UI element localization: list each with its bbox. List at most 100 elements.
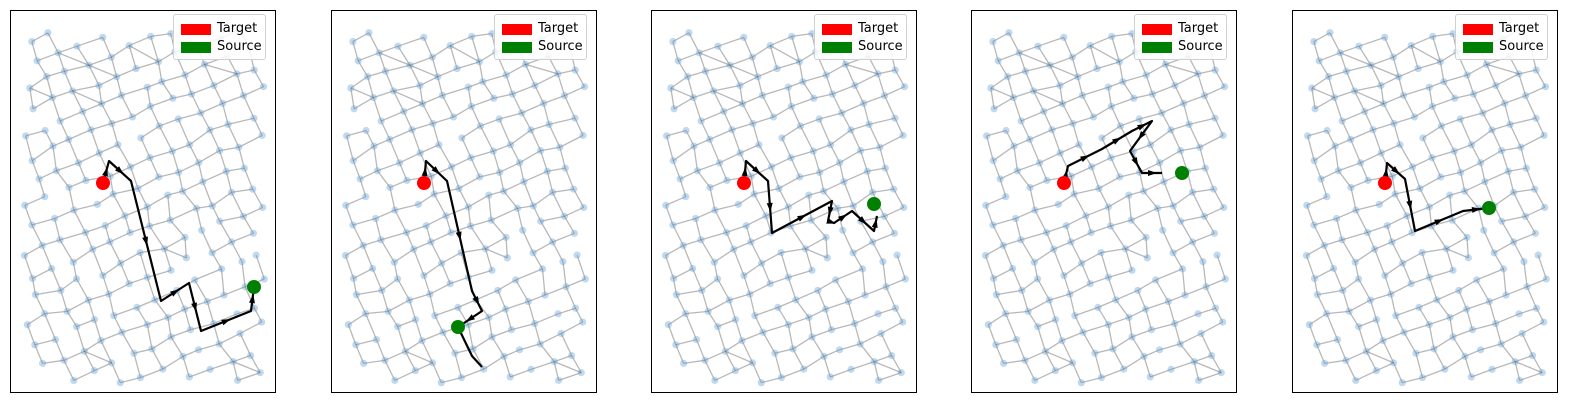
graph-node [258,131,266,139]
street-edge [409,64,438,78]
graph-node [372,214,380,223]
graph-node [430,190,438,198]
graph-node [1441,365,1449,373]
street-edge [825,237,828,258]
graph-node [408,126,416,134]
graph-node [428,53,436,61]
street-edge [505,308,513,330]
street-edge [774,348,794,354]
street-edge [242,216,254,234]
graph-node [545,120,553,128]
graph-node [531,81,539,90]
street-edge [239,333,252,356]
source-swatch [1142,41,1172,53]
graph-node [186,326,195,334]
graph-node [1127,216,1135,224]
street-edge [158,51,176,63]
graph-node [800,365,808,373]
street-edge [725,340,743,352]
street-edge [146,87,152,107]
graph-node [570,229,579,237]
graph-node [1367,61,1375,69]
street-edge [714,209,728,233]
graph-node [500,352,508,360]
legend-label-target: Target [1499,21,1540,36]
street-edge [701,278,718,291]
graph-node [721,347,729,355]
street-edge [72,248,94,263]
street-edge [1421,252,1430,278]
street-edge [1150,368,1172,378]
graph-node [349,274,358,283]
graph-node [1330,93,1339,102]
graph-node [1066,290,1074,298]
street-edge [683,239,702,247]
street-edge [1313,160,1322,180]
street-edge [182,349,199,357]
street-edge [778,188,789,208]
path-arrow [1112,137,1122,145]
street-edge [761,251,782,264]
street-edge [460,248,486,254]
street-edge [510,368,532,378]
graph-node [1188,188,1197,196]
graph-node [85,61,93,69]
graph-node [39,359,47,367]
street-edge [1472,322,1496,331]
street-edge [844,64,856,86]
street-edge [1073,193,1087,217]
graph-node [429,359,437,367]
street-edge [363,359,386,364]
street-edge [1348,311,1360,327]
street-edge [1439,61,1445,82]
graph-node [1210,229,1219,237]
street-edge [511,93,523,114]
graph-node [828,90,837,98]
street-edge [808,190,824,196]
street-edge [877,73,886,96]
graph-node [1414,64,1422,73]
street-edge [365,310,389,315]
graph-node [98,100,106,108]
graph-node [1317,175,1325,183]
street-edge [553,361,560,381]
street-edge [1326,130,1336,147]
street-edge [184,74,193,95]
street-edge [503,356,511,378]
street-edge [1118,61,1124,82]
graph-node [1051,316,1060,324]
street-edge [203,64,215,86]
street-edge [378,45,399,54]
street-edge [541,268,546,296]
graph-node [561,164,569,172]
legend-label-target: Target [538,21,579,36]
graph-node [1302,251,1311,260]
street-edge [1191,192,1205,217]
street-edge [227,117,255,125]
graph-node [1194,310,1202,318]
graph-node [508,90,517,98]
street-edge [819,172,825,192]
street-edge [1500,150,1509,172]
street-edge [1149,144,1161,164]
graph-node [1468,326,1477,334]
street-edge [346,129,367,137]
street-edge [1354,84,1382,92]
graph-node [874,310,882,318]
street-edge [1003,359,1026,364]
street-edge [1107,324,1114,350]
graph-node [693,167,702,175]
street-edge [1334,90,1355,99]
path-arrow [1382,168,1389,178]
graph-node [689,93,698,102]
street-edge [430,241,443,264]
street-edge [227,124,240,148]
street-edge [90,122,113,131]
street-edge [1464,356,1472,378]
graph-node [206,365,214,373]
street-edge [164,236,186,250]
street-edge [373,90,394,99]
street-edge [739,144,760,154]
graph-node [762,212,770,220]
street-edge [109,241,122,264]
